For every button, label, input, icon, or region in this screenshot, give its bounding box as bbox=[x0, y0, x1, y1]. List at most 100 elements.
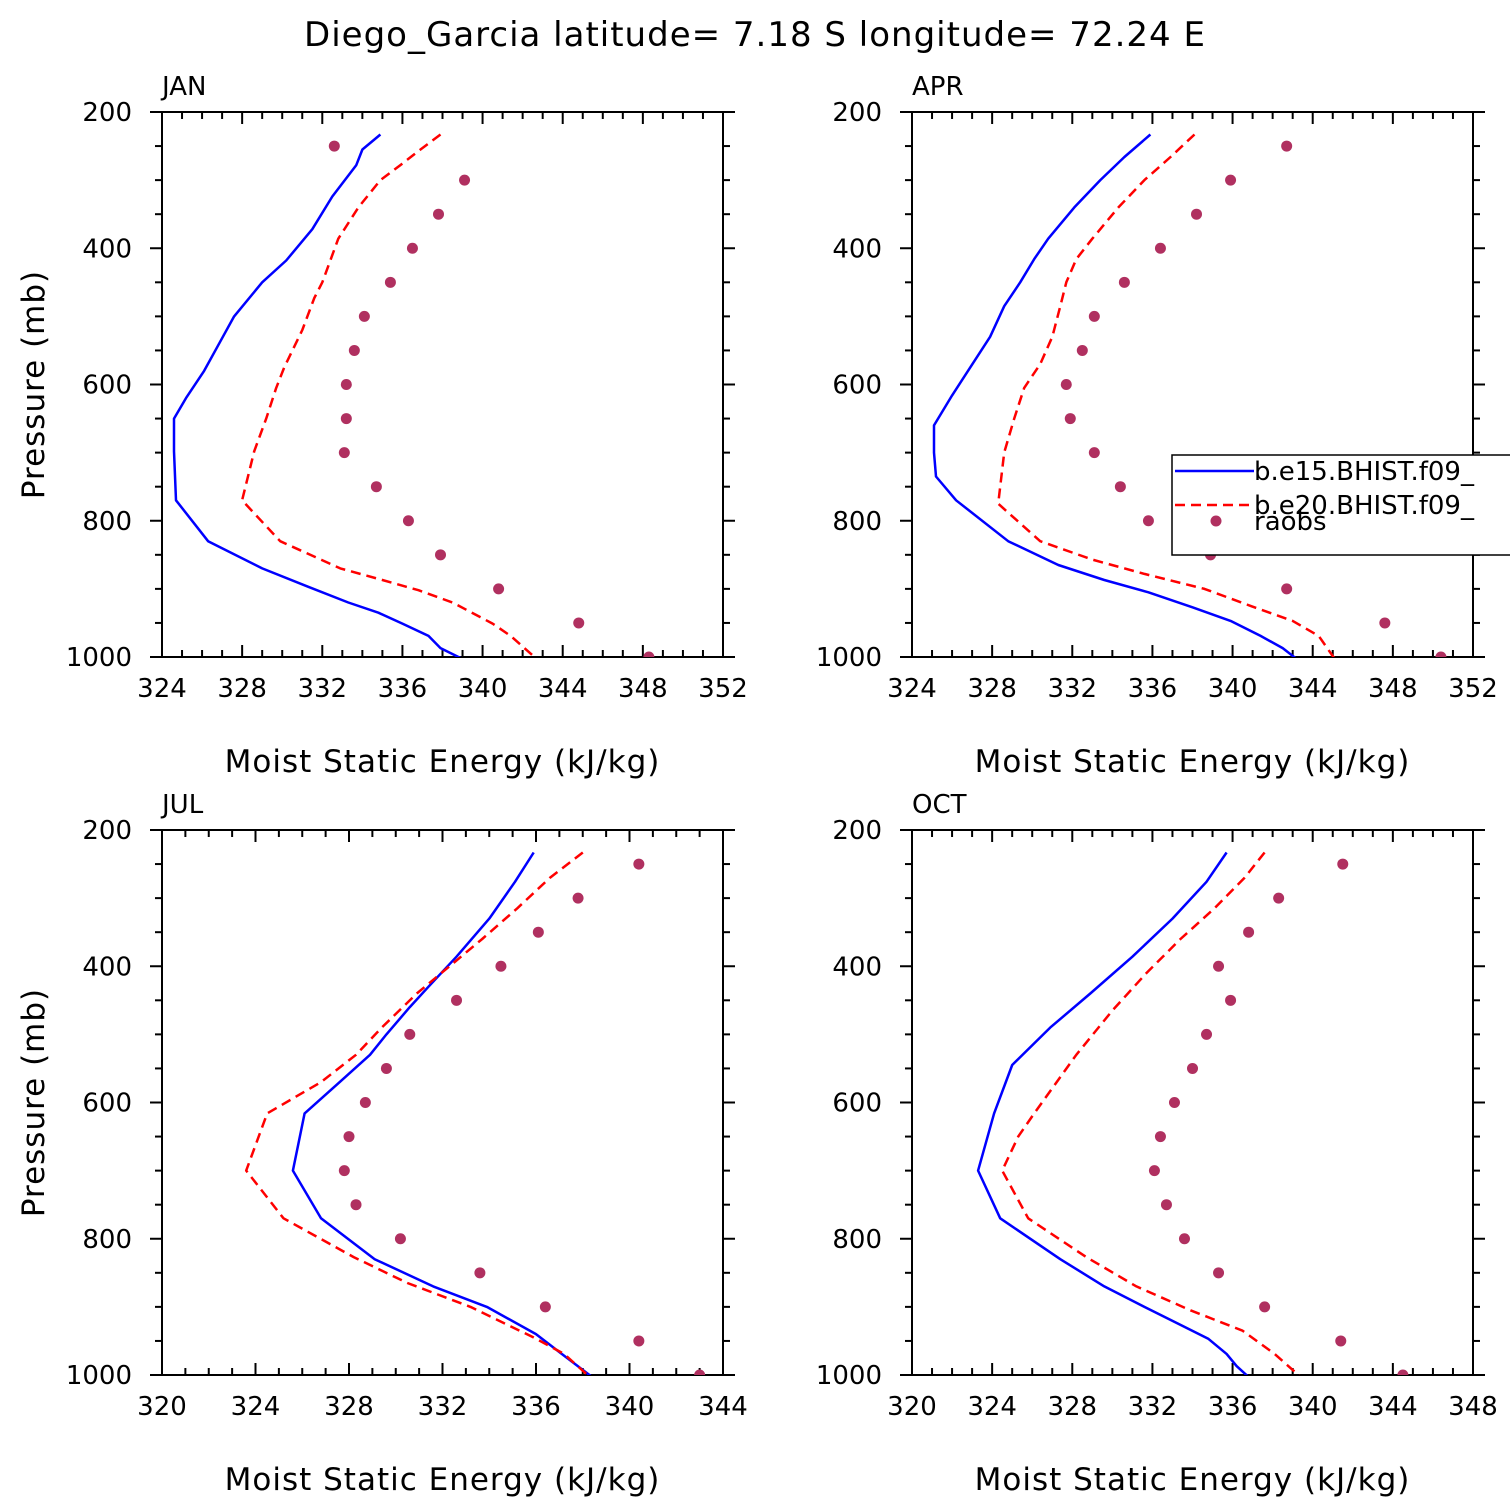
raobs-point bbox=[1154, 242, 1166, 254]
raobs-point bbox=[370, 481, 382, 493]
x-tick-label: 328 bbox=[1047, 1392, 1097, 1422]
x-tick-label: 324 bbox=[887, 674, 937, 704]
raobs-point bbox=[532, 926, 544, 938]
raobs-point bbox=[1114, 481, 1126, 493]
y-tick-label: 600 bbox=[832, 1089, 882, 1119]
raobs-point bbox=[348, 344, 360, 356]
x-tick-label: 320 bbox=[137, 1392, 187, 1422]
plot-frame bbox=[161, 829, 724, 1376]
x-tick-label: 328 bbox=[324, 1392, 374, 1422]
x-tick-label: 332 bbox=[418, 1392, 468, 1422]
x-tick-label: 340 bbox=[605, 1392, 655, 1422]
raobs-point bbox=[1225, 994, 1237, 1006]
e20-line bbox=[1000, 851, 1301, 1375]
x-tick-label: 332 bbox=[1047, 674, 1097, 704]
raobs-point bbox=[1335, 1335, 1347, 1347]
y-tick-label: 1000 bbox=[66, 643, 132, 673]
legend-label-e15: b.e15.BHIST.f09_ bbox=[1254, 457, 1475, 487]
series-e20 bbox=[240, 133, 537, 657]
y-tick-label: 400 bbox=[832, 234, 882, 264]
raobs-point bbox=[1154, 1131, 1166, 1143]
raobs-point bbox=[495, 960, 507, 972]
raobs-point bbox=[384, 276, 396, 288]
raobs-point bbox=[1060, 379, 1072, 390]
raobs-point bbox=[1064, 413, 1076, 425]
raobs-point bbox=[380, 1062, 392, 1074]
series-e15 bbox=[976, 851, 1249, 1375]
x-tick-label: 336 bbox=[1208, 1392, 1258, 1422]
panel-title: JUL bbox=[160, 790, 204, 820]
figure-title: Diego_Garcia latitude= 7.18 S longitude=… bbox=[304, 15, 1206, 55]
y-axis-label: Pressure (mb) bbox=[16, 270, 52, 499]
raobs-point bbox=[359, 1097, 371, 1108]
raobs-point bbox=[343, 1131, 355, 1143]
x-axis-label: Moist Static Energy (kJ/kg) bbox=[225, 744, 661, 780]
y-tick-label: 200 bbox=[82, 816, 132, 846]
raobs-point bbox=[1379, 617, 1391, 629]
raobs-point bbox=[328, 140, 340, 152]
raobs-point bbox=[1397, 1369, 1409, 1375]
e15-line bbox=[172, 133, 462, 657]
y-tick-label: 200 bbox=[832, 98, 882, 128]
e20-line bbox=[996, 133, 1335, 657]
legend-label-raobs: raobs bbox=[1254, 507, 1327, 537]
raobs-point bbox=[459, 174, 471, 186]
y-tick-label: 400 bbox=[82, 234, 132, 264]
series-raobs bbox=[1148, 858, 1409, 1375]
raobs-point bbox=[358, 310, 370, 322]
y-tick-label: 800 bbox=[82, 1225, 132, 1255]
raobs-point bbox=[1259, 1301, 1271, 1313]
e20-line bbox=[240, 133, 537, 657]
raobs-point bbox=[1273, 892, 1285, 904]
x-tick-label: 332 bbox=[1128, 1392, 1178, 1422]
series-e20 bbox=[1000, 851, 1301, 1375]
raobs-point bbox=[493, 583, 505, 595]
y-tick-label: 800 bbox=[82, 507, 132, 537]
raobs-point bbox=[539, 1301, 551, 1313]
panel-oct: OCT 320 324 328 332 336 340 344 348 200 400 600 800 1… bbox=[816, 790, 1498, 1498]
raobs-point bbox=[350, 1199, 362, 1211]
raobs-point bbox=[1201, 1028, 1213, 1040]
raobs-point bbox=[1225, 174, 1237, 186]
y-tick-label: 800 bbox=[832, 1225, 882, 1255]
raobs-point bbox=[451, 994, 463, 1006]
y-tick-label: 1000 bbox=[66, 1361, 132, 1391]
y-tick-label: 400 bbox=[832, 952, 882, 982]
raobs-point bbox=[633, 858, 645, 870]
raobs-point bbox=[572, 892, 584, 904]
raobs-point bbox=[1160, 1199, 1172, 1211]
raobs-point bbox=[404, 1028, 416, 1040]
plot-frame bbox=[911, 111, 1474, 658]
x-axis-label: Moist Static Energy (kJ/kg) bbox=[975, 1462, 1411, 1498]
legend-label-e20: b.e20.BHIST.f09_ bbox=[1254, 491, 1475, 521]
raobs-point bbox=[1337, 858, 1349, 870]
raobs-point bbox=[338, 447, 350, 459]
x-tick-label: 344 bbox=[1368, 1392, 1418, 1422]
series-raobs bbox=[328, 140, 655, 657]
raobs-point bbox=[432, 208, 444, 220]
x-tick-label: 352 bbox=[1448, 674, 1498, 704]
plot-frame bbox=[911, 829, 1474, 1376]
y-tick-label: 600 bbox=[832, 371, 882, 401]
series-raobs bbox=[338, 858, 706, 1375]
x-tick-label: 336 bbox=[378, 674, 428, 704]
panel-title: APR bbox=[912, 72, 964, 102]
plot-frame bbox=[161, 111, 724, 658]
raobs-point bbox=[1435, 651, 1447, 657]
legend: b.e15.BHIST.f09_ b.e20.BHIST.f09_raobs bbox=[1171, 454, 1510, 556]
x-tick-label: 324 bbox=[137, 674, 187, 704]
x-tick-label: 344 bbox=[698, 1392, 748, 1422]
x-tick-label: 336 bbox=[511, 1392, 561, 1422]
panel-title: JAN bbox=[160, 72, 206, 102]
y-tick-label: 1000 bbox=[816, 643, 882, 673]
x-axis-label: Moist Static Energy (kJ/kg) bbox=[225, 1462, 661, 1498]
x-tick-label: 340 bbox=[458, 674, 508, 704]
raobs-point bbox=[1281, 583, 1293, 595]
series-e15 bbox=[932, 133, 1297, 657]
x-tick-label: 348 bbox=[618, 674, 668, 704]
x-tick-label: 340 bbox=[1288, 1392, 1338, 1422]
y-tick-label: 1000 bbox=[816, 1361, 882, 1391]
panel-jul: JUL 320 324 328 332 336 340 344 200 400 600 800 1000… bbox=[16, 790, 748, 1498]
x-tick-label: 336 bbox=[1128, 674, 1178, 704]
y-tick-label: 400 bbox=[82, 952, 132, 982]
